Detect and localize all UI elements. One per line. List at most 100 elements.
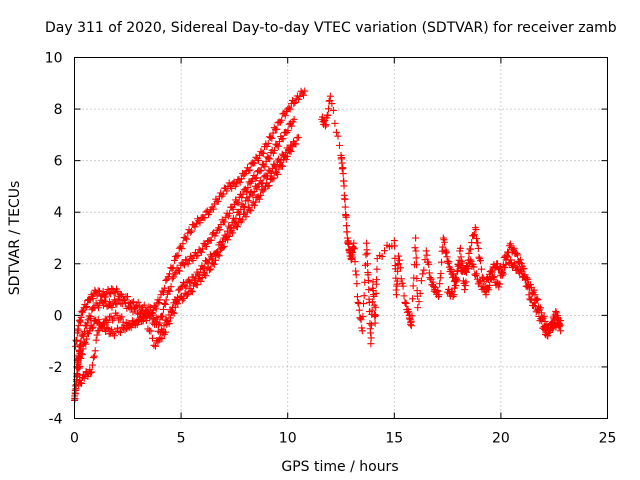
data-point: [425, 260, 433, 268]
data-point: [470, 230, 478, 238]
y-tick-label: 8: [54, 102, 63, 118]
data-point: [328, 100, 336, 108]
data-point: [416, 289, 424, 297]
data-point: [115, 327, 123, 335]
data-point: [209, 205, 217, 213]
data-point: [104, 318, 112, 326]
data-point: [274, 142, 282, 150]
data-point: [274, 170, 282, 178]
data-point: [487, 267, 495, 275]
data-point: [286, 146, 294, 154]
data-point: [174, 251, 182, 259]
data-point: [363, 249, 371, 257]
data-point: [202, 272, 210, 280]
data-point: [95, 304, 103, 312]
data-point: [365, 298, 373, 306]
data-point: [202, 243, 210, 251]
data-point: [152, 320, 160, 328]
data-point: [269, 129, 277, 137]
data-point: [239, 202, 247, 210]
data-point: [99, 324, 107, 332]
data-point: [464, 265, 472, 273]
data-point: [415, 298, 423, 306]
data-point: [457, 253, 465, 261]
data-point: [537, 309, 545, 317]
data-point: [154, 327, 162, 335]
axis-ticks: [74, 57, 608, 419]
data-point: [193, 281, 201, 289]
data-point: [115, 296, 123, 304]
data-point: [147, 311, 155, 319]
data-point: [484, 276, 492, 284]
data-point: [197, 277, 205, 285]
data-point: [103, 303, 111, 311]
data-point: [125, 323, 133, 331]
data-point: [419, 270, 427, 278]
data-point: [371, 313, 379, 321]
data-point: [394, 260, 402, 268]
data-point: [409, 282, 417, 290]
data-point: [206, 251, 214, 259]
data-point: [238, 216, 246, 224]
data-point: [334, 132, 342, 140]
data-point: [332, 128, 340, 136]
data-point: [264, 182, 272, 190]
data-point: [79, 331, 87, 339]
data-point: [158, 326, 166, 334]
data-point: [264, 139, 272, 147]
data-point: [134, 298, 142, 306]
data-point: [244, 197, 252, 205]
data-point: [345, 240, 353, 248]
data-point: [445, 258, 453, 266]
data-point: [355, 306, 363, 314]
data-point: [201, 270, 209, 278]
data-point: [252, 174, 260, 182]
data-point: [456, 244, 464, 252]
data-point: [233, 223, 241, 231]
data-point: [180, 295, 188, 303]
x-tick-label: 0: [70, 431, 79, 447]
data-point: [181, 234, 189, 242]
data-point: [372, 303, 380, 311]
data-point: [136, 316, 144, 324]
data-point: [166, 287, 174, 295]
data-point: [166, 314, 174, 322]
data-point: [552, 307, 560, 315]
data-point: [183, 235, 191, 243]
data-point: [131, 305, 139, 313]
data-point: [93, 331, 101, 339]
data-point: [162, 276, 170, 284]
data-point: [495, 283, 503, 291]
x-tick-label: 25: [599, 431, 617, 447]
data-point: [472, 226, 480, 234]
data-point: [401, 298, 409, 306]
data-point: [182, 256, 190, 264]
data-point: [400, 292, 408, 300]
data-point: [245, 193, 253, 201]
data-point: [245, 167, 253, 175]
data-point: [147, 327, 155, 335]
data-point: [373, 265, 381, 273]
data-point: [476, 277, 484, 285]
data-point: [257, 191, 265, 199]
data-point: [174, 266, 182, 274]
data-point: [270, 174, 278, 182]
data-point: [282, 155, 290, 163]
data-point: [170, 309, 178, 317]
data-point: [478, 273, 486, 281]
data-point: [523, 274, 531, 282]
data-point: [536, 304, 544, 312]
data-point: [531, 291, 539, 299]
data-point: [182, 283, 190, 291]
data-point: [87, 313, 95, 321]
data-point: [229, 229, 237, 237]
data-point: [414, 304, 422, 312]
data-point: [152, 342, 160, 350]
data-point: [461, 282, 469, 290]
data-point: [128, 298, 136, 306]
data-point: [442, 248, 450, 256]
data-point: [367, 329, 375, 337]
data-point: [279, 135, 287, 143]
data-point: [292, 140, 300, 148]
data-point: [180, 261, 188, 269]
